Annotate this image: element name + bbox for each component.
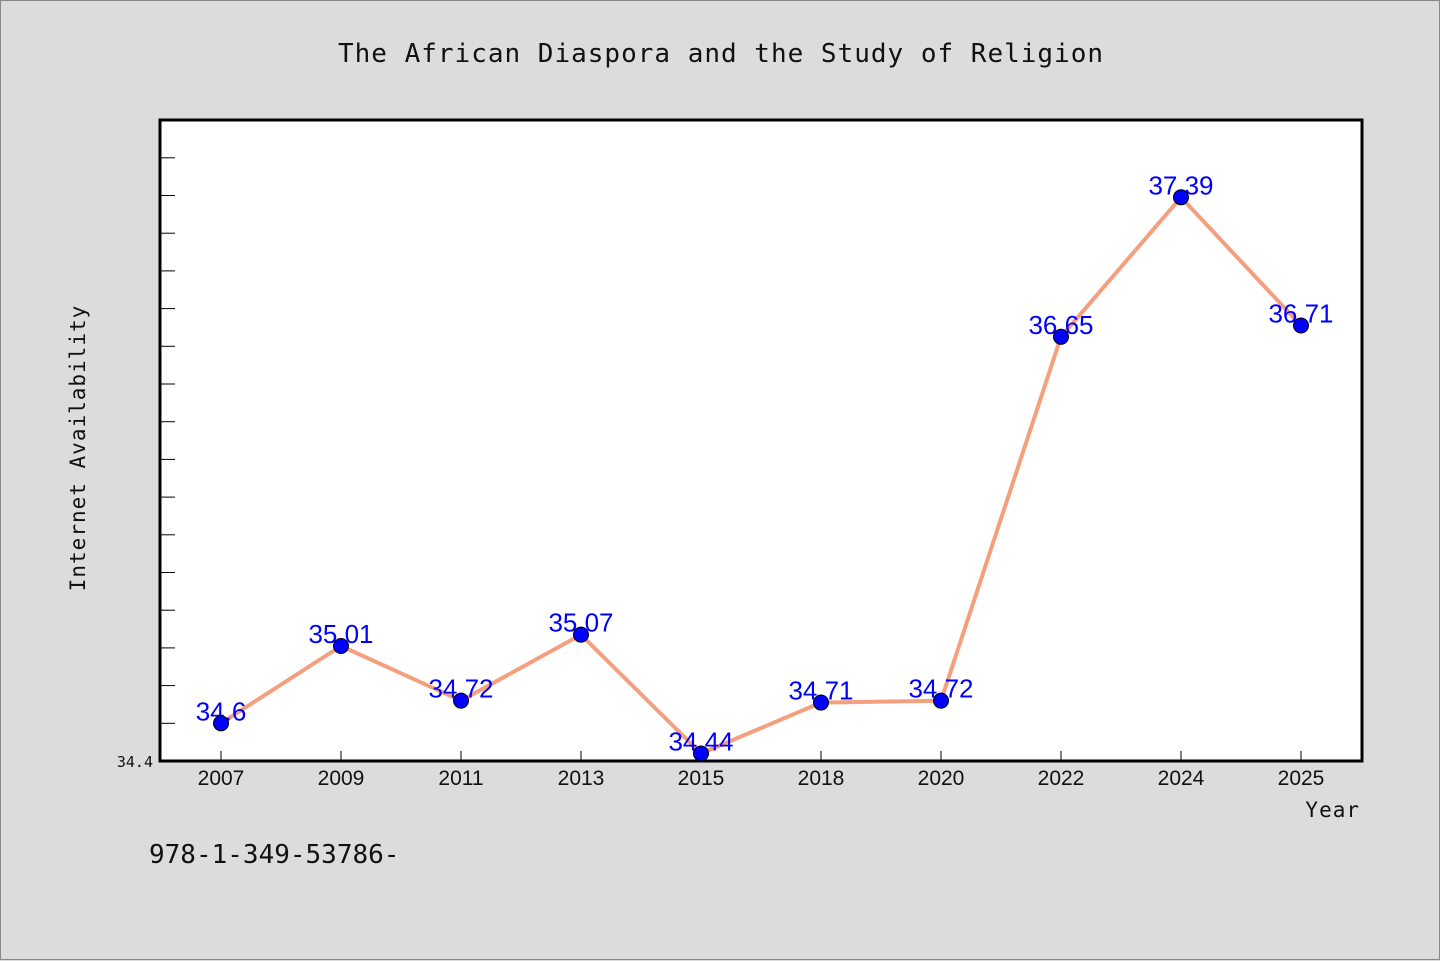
x-tick-label: 2018 — [798, 767, 845, 790]
x-axis-ticks: 2007 2009 2011 2013 2015 2018 2020 2022 2024 2025 — [198, 751, 1325, 790]
data-point — [333, 637, 349, 654]
series-line-group — [219, 195, 1303, 756]
x-tick-label: 2022 — [1038, 767, 1085, 790]
x-tick-label: 2009 — [318, 767, 365, 790]
chart-title: The African Diaspora and the Study of Re… — [338, 39, 1104, 69]
series-markers — [213, 189, 1309, 762]
y-axis-ticks: 34.4 — [117, 157, 175, 771]
data-point — [1053, 328, 1069, 345]
data-point — [1173, 189, 1189, 206]
plot-area — [158, 118, 1364, 763]
x-tick-label: 2020 — [918, 767, 965, 790]
footnote-isbn: 978-1-349-53786- — [149, 840, 399, 870]
x-tick-label: 2013 — [558, 767, 605, 790]
data-point — [453, 692, 469, 709]
data-point — [213, 715, 229, 732]
data-point — [813, 694, 829, 711]
x-axis-title: Year — [1305, 798, 1360, 822]
y-axis-title: Internet Availability — [66, 305, 90, 592]
data-point — [693, 745, 709, 762]
x-tick-label: 2011 — [438, 767, 483, 790]
x-tick-label: 2007 — [198, 767, 245, 790]
series-line — [219, 195, 1303, 756]
data-point — [933, 692, 949, 709]
data-point — [573, 626, 589, 643]
x-tick-label: 2024 — [1158, 767, 1205, 790]
x-tick-label: 2015 — [678, 767, 725, 790]
y-tick-label: 34.4 — [117, 753, 153, 771]
x-tick-label: 2025 — [1278, 767, 1325, 790]
data-point — [1293, 317, 1309, 334]
